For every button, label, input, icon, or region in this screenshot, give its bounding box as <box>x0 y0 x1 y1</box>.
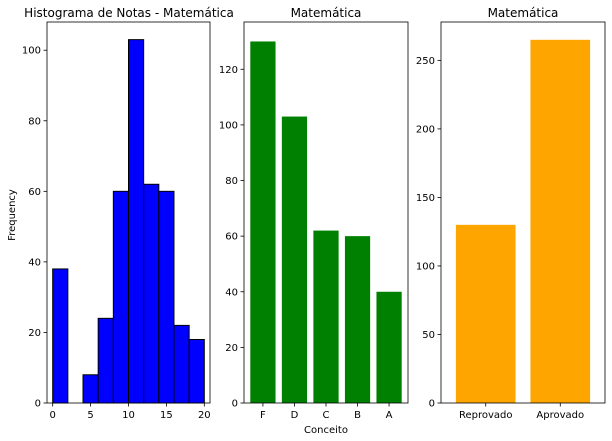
status-y-tick-label: 100 <box>416 261 435 272</box>
status-bars <box>455 39 591 403</box>
histogram-x-tick-label: 5 <box>87 410 93 421</box>
histogram-bar <box>97 317 114 404</box>
concept-plot-frame <box>243 21 409 404</box>
status-y-tick-label: 50 <box>422 330 435 341</box>
status-x-tick-label: Aprovado <box>536 410 584 421</box>
concept-y-tick-label: 80 <box>225 176 238 187</box>
status-x-tick-label: Reprovado <box>459 410 513 421</box>
concept-x-tick-label: D <box>291 410 299 421</box>
histogram-bar <box>82 374 99 404</box>
status-chart-title: Matemática <box>488 6 559 20</box>
concept-y-tick-label: 100 <box>219 120 238 131</box>
status-plot-frame <box>440 21 606 404</box>
concept-y-tick-label: 120 <box>219 65 238 76</box>
histogram-bar <box>128 39 145 404</box>
status-ticks: 0 50 100 150 200 250 Reprovado Aprovado <box>416 56 584 421</box>
histogram-x-tick-label: 20 <box>198 410 211 421</box>
concept-y-tick-label: 20 <box>225 343 238 354</box>
concept-panel: Matemática Conceito 0 20 40 60 80 100 120 F D C B A <box>219 6 409 436</box>
histogram-y-tick-label: 60 <box>28 187 41 198</box>
concept-bar-f <box>250 41 276 403</box>
concept-bar-c <box>313 230 339 403</box>
concept-x-tick-label: C <box>323 410 330 421</box>
histogram-bar <box>52 268 69 404</box>
concept-bar-a <box>376 291 402 403</box>
concept-bars <box>250 41 402 403</box>
histogram-plot-frame <box>46 21 211 404</box>
histogram-bar <box>188 339 205 404</box>
histogram-bar <box>112 190 130 404</box>
concept-ticks: 0 20 40 60 80 100 120 F D C B A <box>219 65 393 421</box>
status-bar-reprovado <box>455 224 516 403</box>
histogram-y-tick-label: 80 <box>28 116 41 127</box>
concept-bar-d <box>281 116 308 403</box>
status-bar-aprovado <box>530 39 591 403</box>
status-y-tick-label: 250 <box>416 56 435 67</box>
status-y-tick-label: 200 <box>416 124 435 135</box>
concept-y-tick-label: 40 <box>225 287 238 298</box>
histogram-bar <box>143 183 160 404</box>
concept-bar-b <box>344 236 371 403</box>
histogram-panel: Histograma de Notas - Matemática Frequen… <box>7 6 234 421</box>
histogram-y-axis-label: Frequency <box>7 189 18 241</box>
histogram-ticks: 0 20 40 60 80 100 0 5 10 15 20 <box>22 46 211 421</box>
concept-x-axis-label: Conceito <box>304 425 348 436</box>
concept-x-tick-label: F <box>260 410 266 421</box>
status-panel: Matemática 0 50 100 150 200 250 Reprovado Aprov… <box>416 6 606 421</box>
histogram-x-tick-label: 0 <box>49 410 55 421</box>
histogram-x-tick-label: 10 <box>122 410 135 421</box>
concept-x-tick-label: B <box>354 410 361 421</box>
concept-y-tick-label: 0 <box>232 399 238 410</box>
concept-y-tick-label: 60 <box>225 232 238 243</box>
status-y-tick-label: 150 <box>416 193 435 204</box>
histogram-y-tick-label: 40 <box>28 257 41 268</box>
histogram-y-tick-label: 100 <box>22 46 41 57</box>
histogram-bars <box>52 39 205 404</box>
status-y-tick-label: 0 <box>429 399 435 410</box>
histogram-y-tick-label: 0 <box>35 399 41 410</box>
histogram-title: Histograma de Notas - Matemática <box>24 6 234 20</box>
concept-chart-title: Matemática <box>291 6 362 20</box>
histogram-bar <box>158 190 175 404</box>
histogram-x-tick-label: 15 <box>160 410 173 421</box>
concept-x-tick-label: A <box>386 410 393 421</box>
histogram-bar <box>173 324 190 404</box>
histogram-y-tick-label: 20 <box>28 328 41 339</box>
